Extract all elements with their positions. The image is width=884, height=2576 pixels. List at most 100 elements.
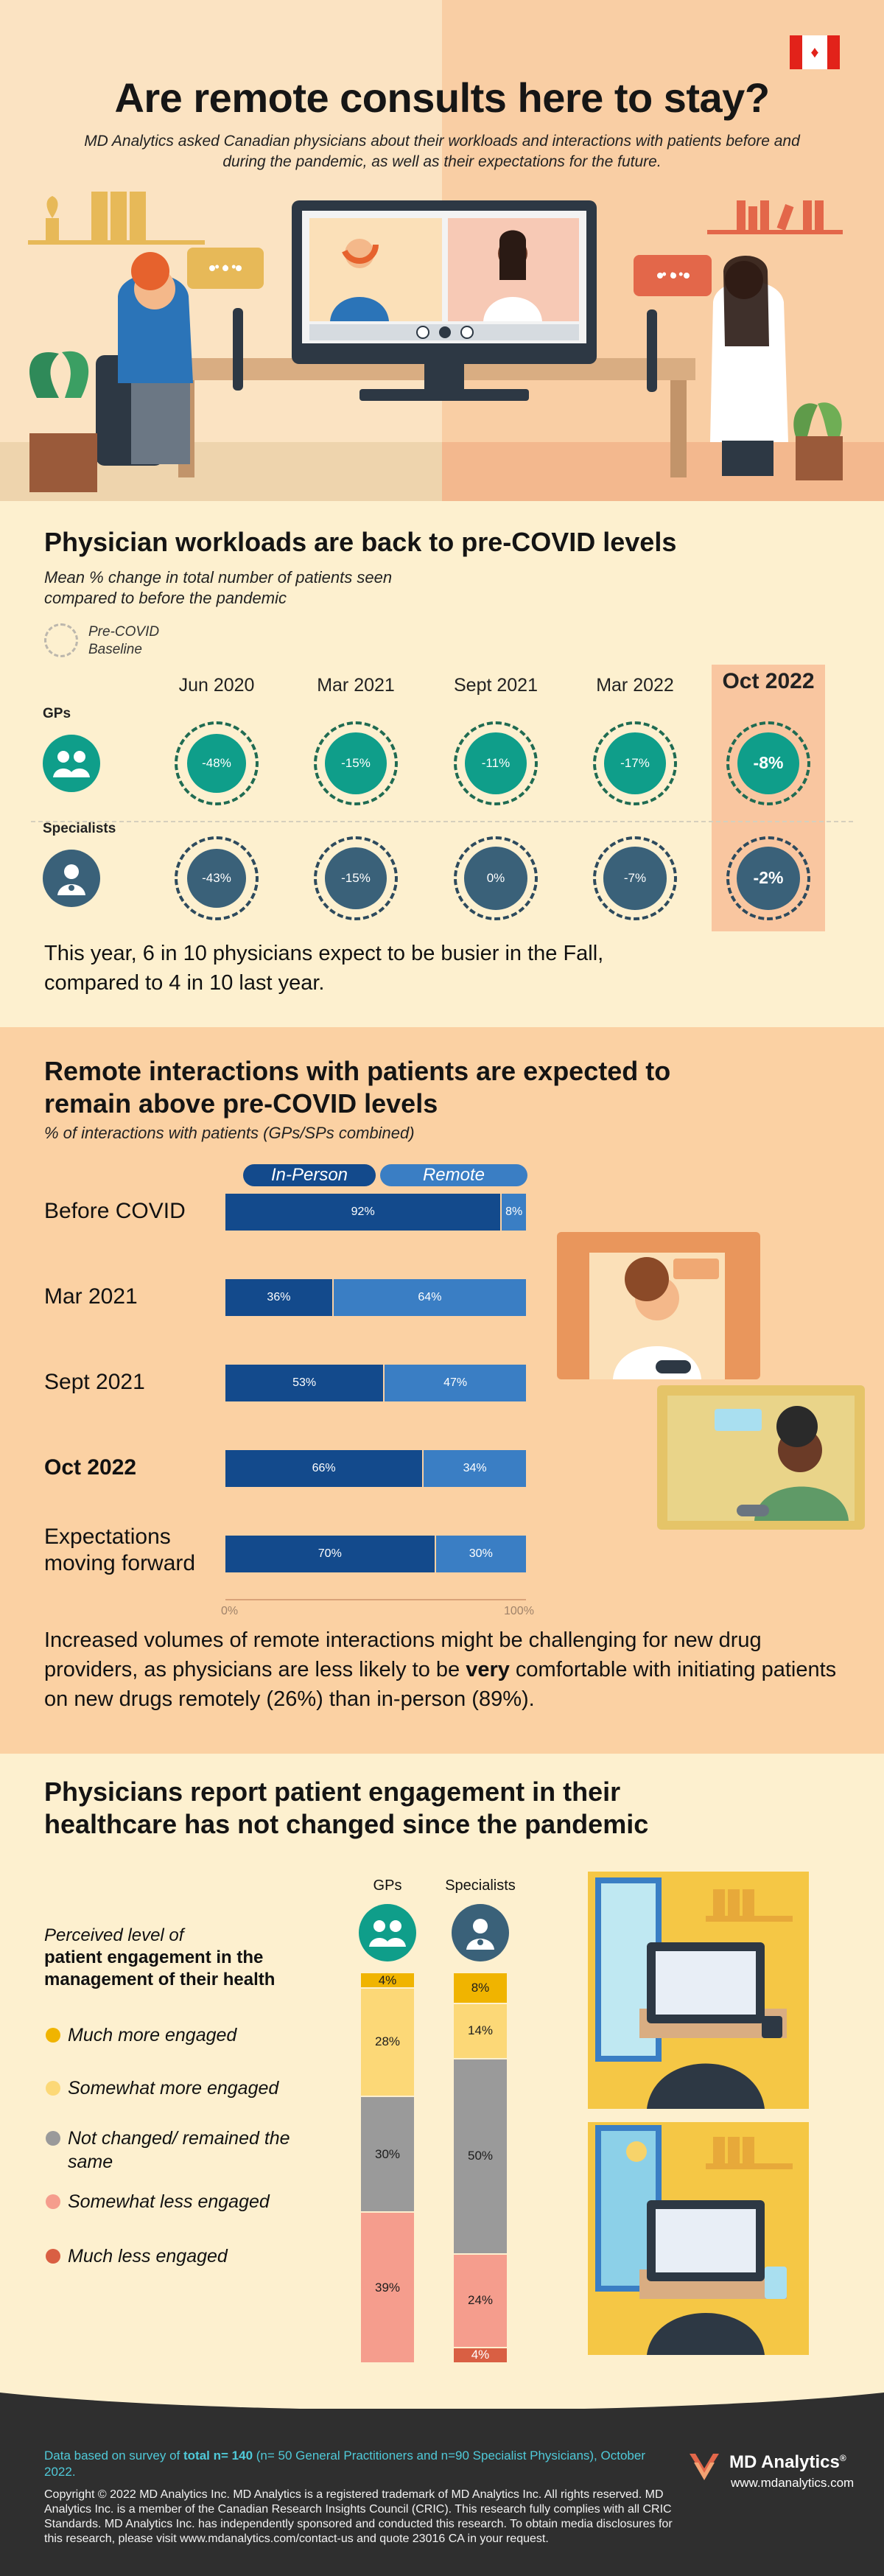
sample-total: total n= 140 — [183, 2449, 253, 2463]
remote-footnote: Increased volumes of remote interactions… — [44, 1625, 847, 1714]
bar-label-2: Sept 2021 — [44, 1370, 145, 1394]
legend-label-4: Much less engaged — [68, 2246, 228, 2267]
question-intro: Perceived level of — [44, 1925, 184, 1945]
engagement-section: Physicians report patient engagement in … — [0, 1754, 884, 2380]
right-shelf-icon — [707, 200, 843, 234]
remote-title: Remote interactions with patients are ex… — [44, 1056, 671, 1119]
legend-in-person: In-Person — [243, 1164, 376, 1186]
gp-bubble-1: -15% — [324, 732, 387, 795]
specialist-bubble-ring-1: -15% — [314, 836, 398, 920]
period-label-4: Oct 2022 — [722, 669, 815, 693]
legend-label-0: Much more engaged — [68, 2025, 237, 2045]
row-divider — [31, 821, 853, 822]
gp-bubble-4: -8% — [737, 732, 800, 795]
legend-label-2: Not changed/ remained the same — [68, 2128, 290, 2172]
gp-bubble-ring-1: -15% — [314, 721, 398, 805]
stack-0-seg-0: 4% — [361, 1973, 414, 1987]
remote-footnote-part-c: comfortable with initiating patients on … — [44, 1658, 837, 1711]
specialist-bubble-ring-3: -7% — [593, 836, 677, 920]
remote-bar-0: 8% — [502, 1194, 526, 1231]
remote-footnote-part-a: Increased volumes of remote interactions… — [44, 1628, 762, 1681]
bar-label-4: Expectations moving forward — [44, 1525, 196, 1575]
column-head-1: Specialists — [445, 1877, 516, 1894]
stack-1-seg-4: 4% — [454, 2348, 507, 2362]
specialist-chat-bubble: • • • — [662, 267, 684, 281]
period-label-1: Mar 2021 — [317, 675, 395, 696]
stack-0-seg-3: 39% — [361, 2213, 414, 2362]
workload-section: Physician workloads are back to pre-COVI… — [0, 501, 884, 1027]
stack-0-seg-1: 28% — [361, 1988, 414, 2096]
legend-label-1: Somewhat more engaged — [68, 2078, 279, 2099]
stack-1-seg-2: 50% — [454, 2059, 507, 2253]
legend-dot-1 — [46, 2081, 60, 2096]
specialist-column-icon — [452, 1904, 509, 1961]
page-footer: Data based on survey of total n= 140 (n=… — [0, 2379, 884, 2576]
workload-title: Physician workloads are back to pre-COVI… — [44, 527, 677, 557]
page-title: Are remote consults here to stay? — [114, 74, 770, 121]
x-tick-0: 0% — [221, 1605, 239, 1617]
workload-subtitle: Mean % change in total number of patient… — [44, 568, 393, 607]
specialist-bubble-2: 0% — [464, 847, 527, 910]
remote-subtitle: % of interactions with patients (GPs/SPs… — [44, 1124, 415, 1142]
remote-bar-2: 47% — [385, 1365, 526, 1401]
brand-name-text: MD Analytics — [729, 2452, 840, 2472]
sample-size-note: Data based on survey of total n= 140 (n=… — [44, 2448, 648, 2480]
baseline-legend-icon — [44, 623, 78, 657]
x-axis-line — [225, 1599, 526, 1600]
brand-website-link[interactable]: www.mdanalytics.com — [731, 2476, 855, 2490]
row-label-specialists: Specialists — [43, 821, 116, 836]
copyright-text: Copyright © 2022 MD Analytics Inc. MD An… — [44, 2488, 673, 2545]
baseline-legend-label: Pre-COVID Baseline — [88, 624, 160, 657]
in-person-bar-0: 92% — [225, 1194, 501, 1231]
question-topic: patient engagement in the management of … — [44, 1947, 276, 1989]
row-label-gps: GPs — [43, 706, 71, 721]
in-person-bar-2: 53% — [225, 1365, 384, 1401]
gp-group-icon — [43, 735, 100, 792]
bar-label-3: Oct 2022 — [44, 1455, 137, 1480]
specialist-bubble-1: -15% — [324, 847, 387, 910]
specialist-bubble-ring-4: -2% — [726, 836, 810, 920]
specialist-bubble-3: -7% — [603, 847, 667, 910]
hero-banner: ♦ Are remote consults here to stay? MD A… — [0, 0, 884, 501]
stack-1-seg-1: 14% — [454, 2004, 507, 2058]
legend-dot-0 — [46, 2028, 60, 2043]
stack-0-seg-2: 30% — [361, 2096, 414, 2212]
stack-1-seg-3: 24% — [454, 2254, 507, 2347]
remote-bar-4: 30% — [435, 1536, 526, 1572]
gp-bubble-ring-4: -8% — [726, 721, 810, 805]
gp-bubble-ring-0: -48% — [175, 721, 259, 805]
period-label-3: Mar 2022 — [596, 675, 674, 696]
gp-chat-bubble: • • • — [215, 259, 236, 274]
remote-footnote-emphasis: very — [466, 1658, 510, 1681]
legend-label-3: Somewhat less engaged — [68, 2191, 270, 2212]
workload-footnote: This year, 6 in 10 physicians expect to … — [44, 942, 604, 995]
legend-dot-3 — [46, 2194, 60, 2209]
gp-bubble-2: -11% — [464, 732, 527, 795]
x-tick-1: 100% — [504, 1605, 534, 1617]
specialist-bubble-ring-2: 0% — [454, 836, 538, 920]
specialist-person-icon — [634, 255, 843, 480]
period-label-0: Jun 2020 — [178, 675, 255, 696]
gp-bubble-ring-3: -17% — [593, 721, 677, 805]
in-person-bar-3: 66% — [225, 1450, 423, 1487]
gp-column-icon — [359, 1904, 416, 1961]
footer-wave — [0, 2379, 884, 2409]
bar-label-0: Before COVID — [44, 1199, 186, 1223]
gp-bubble-3: -17% — [604, 732, 666, 794]
legend-dot-4 — [46, 2249, 60, 2264]
left-shelf-icon — [28, 192, 205, 245]
telehealth-illustration — [557, 1232, 865, 1530]
specialist-bubble-0: -43% — [186, 848, 247, 909]
specialist-bubble-4: -2% — [737, 847, 800, 910]
canada-flag-icon: ♦ — [790, 35, 840, 69]
in-person-bar-4: 70% — [225, 1536, 435, 1572]
remote-bar-1: 64% — [333, 1279, 526, 1316]
monitor-icon — [292, 200, 597, 401]
hero-illustration: • • • • • • — [28, 192, 843, 492]
engagement-question: Perceived level of patient engagement in… — [44, 1925, 354, 1991]
page-subtitle: MD Analytics asked Canadian physicians a… — [84, 133, 800, 170]
engagement-title: Physicians report patient engagement in … — [44, 1777, 649, 1839]
md-analytics-logo-icon — [690, 2454, 719, 2480]
bar-label-1: Mar 2021 — [44, 1284, 138, 1309]
legend-remote: Remote — [380, 1164, 527, 1186]
